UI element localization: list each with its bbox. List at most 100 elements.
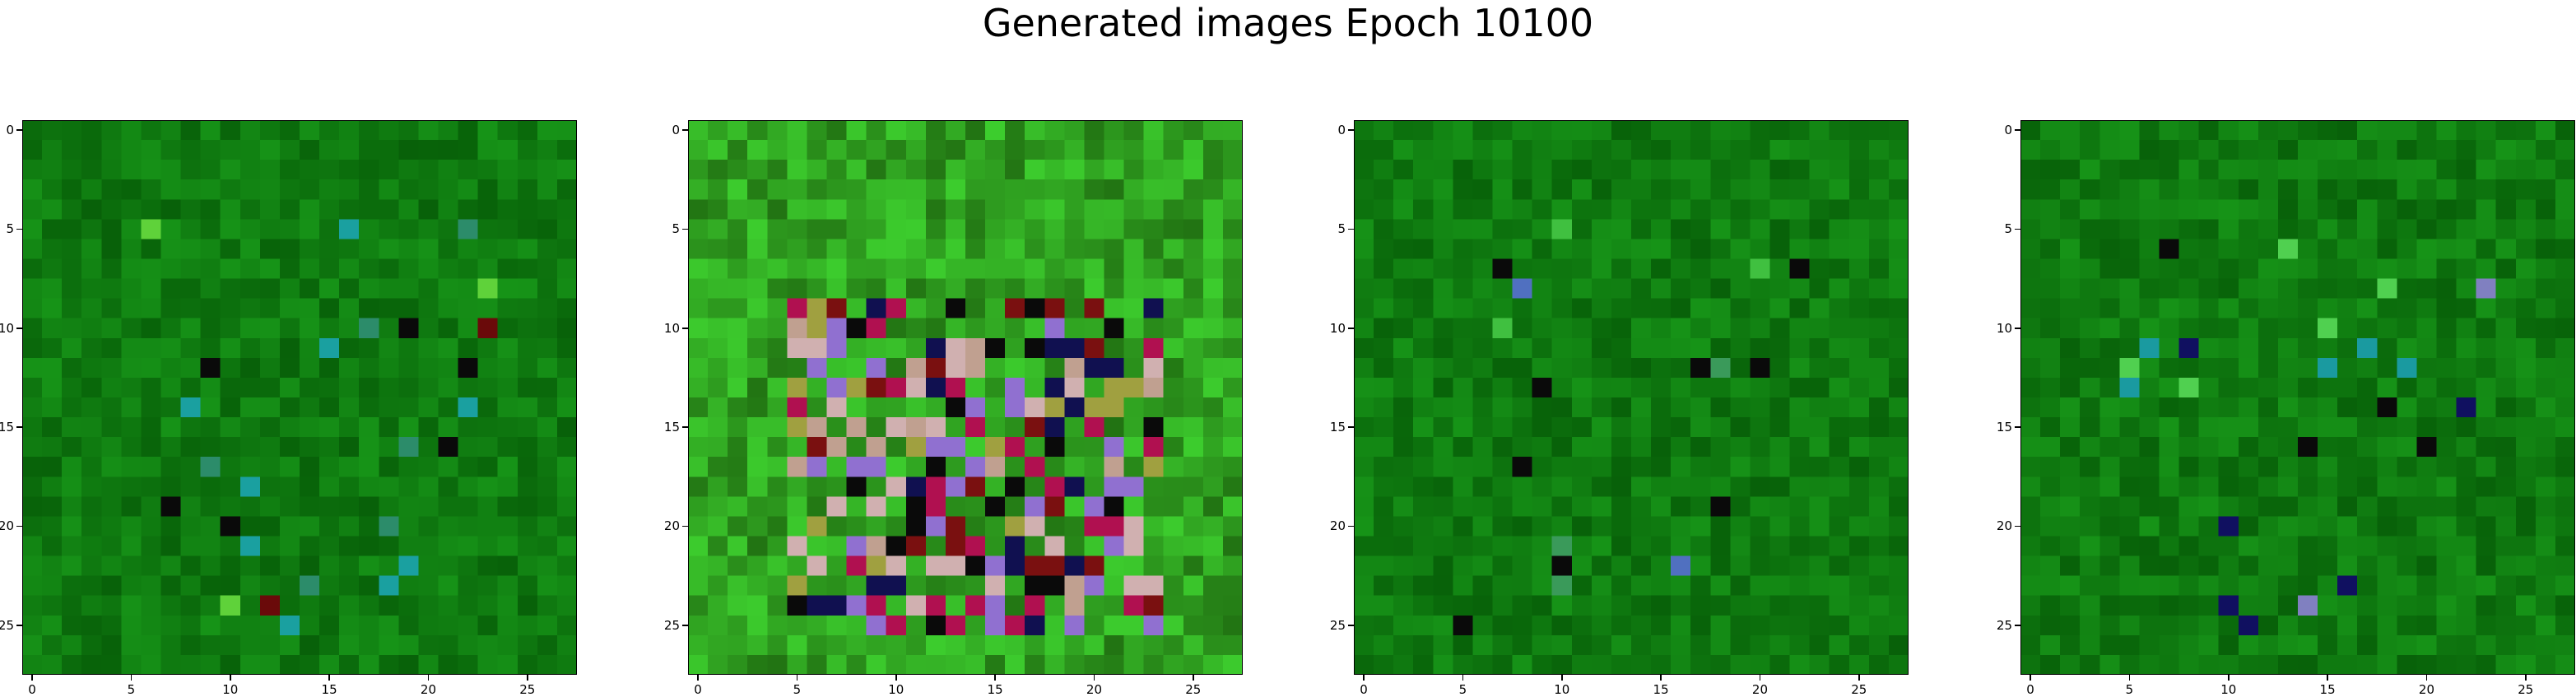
x-tick-label: 15 [2319, 682, 2336, 697]
figure-title: Generated images Epoch 10100 [982, 1, 1594, 45]
y-tick [1348, 525, 1354, 527]
generated-image-4 [2020, 120, 2575, 675]
x-tick-label: 25 [1851, 682, 1867, 697]
x-tick [1363, 675, 1365, 681]
y-tick-label: 10 [1329, 320, 1346, 336]
x-tick-label: 10 [1554, 682, 1570, 697]
y-tick [682, 129, 688, 131]
y-tick-label: 10 [663, 320, 680, 336]
x-tick-label: 0 [1360, 682, 1368, 697]
x-tick-label: 25 [519, 682, 536, 697]
x-tick [1660, 675, 1662, 681]
x-tick-label: 5 [127, 682, 136, 697]
x-tick-label: 20 [2418, 682, 2434, 697]
y-tick [682, 426, 688, 428]
x-tick [2327, 675, 2328, 681]
y-tick-label: 10 [1996, 320, 2012, 336]
y-tick [2015, 426, 2020, 428]
y-tick [682, 625, 688, 626]
x-tick [527, 675, 528, 681]
x-tick-label: 15 [1653, 682, 1669, 697]
y-tick-label: 20 [0, 518, 14, 534]
y-tick [2015, 129, 2020, 131]
x-tick [1858, 675, 1860, 681]
y-tick-label: 15 [0, 420, 14, 435]
y-tick [16, 625, 22, 626]
x-tick-label: 25 [1185, 682, 1202, 697]
y-tick [16, 129, 22, 131]
y-tick [2015, 328, 2020, 329]
x-tick [328, 675, 330, 681]
y-tick-label: 25 [1996, 617, 2012, 633]
x-tick-label: 20 [1751, 682, 1768, 697]
generated-image-2 [688, 120, 1243, 675]
y-tick-label: 25 [0, 617, 14, 633]
y-tick-label: 5 [1337, 221, 1346, 237]
y-tick-label: 15 [1996, 420, 2012, 435]
x-tick-label: 20 [1086, 682, 1102, 697]
x-tick-label: 15 [987, 682, 1003, 697]
y-tick-label: 5 [672, 221, 680, 237]
x-tick [1193, 675, 1194, 681]
y-tick [1348, 228, 1354, 230]
y-tick-label: 25 [663, 617, 680, 633]
x-tick [994, 675, 996, 681]
x-tick [2228, 675, 2230, 681]
y-tick [16, 426, 22, 428]
axes-frame [2020, 120, 2575, 675]
y-tick-label: 20 [1996, 518, 2012, 534]
x-tick [427, 675, 430, 681]
x-tick-label: 5 [793, 682, 802, 697]
x-tick-label: 0 [28, 682, 36, 697]
x-tick [230, 675, 231, 681]
x-tick-label: 25 [2518, 682, 2534, 697]
y-tick-label: 20 [1329, 518, 1346, 534]
y-tick-label: 10 [0, 320, 14, 336]
y-tick [2015, 228, 2020, 230]
x-tick-label: 5 [2125, 682, 2134, 697]
y-tick [2015, 625, 2020, 626]
generated-image-3 [1354, 120, 1909, 675]
y-tick [682, 525, 688, 527]
y-tick [1348, 426, 1354, 428]
x-tick-label: 20 [420, 682, 436, 697]
x-tick [895, 675, 897, 681]
axes-frame [1354, 120, 1909, 675]
x-tick-label: 0 [694, 682, 702, 697]
y-tick [16, 525, 22, 527]
y-tick [1348, 328, 1354, 329]
x-tick [2425, 675, 2428, 681]
axes-frame [688, 120, 1243, 675]
x-tick-label: 10 [2220, 682, 2237, 697]
x-tick [1561, 675, 1563, 681]
x-tick [2128, 675, 2131, 681]
x-tick [697, 675, 699, 681]
y-tick [682, 228, 688, 230]
y-tick-label: 0 [1337, 123, 1346, 138]
y-tick-label: 15 [663, 420, 680, 435]
y-tick [682, 328, 688, 329]
x-tick-label: 0 [2026, 682, 2034, 697]
x-tick-label: 15 [321, 682, 337, 697]
y-tick-label: 25 [1329, 617, 1346, 633]
x-tick [796, 675, 798, 681]
y-tick-label: 5 [2004, 221, 2012, 237]
y-tick-label: 0 [2004, 123, 2012, 138]
y-tick [1348, 625, 1354, 626]
x-tick [31, 675, 33, 681]
y-tick-label: 0 [6, 123, 14, 138]
y-tick [1348, 129, 1354, 131]
x-tick-label: 10 [222, 682, 239, 697]
y-tick-label: 5 [6, 221, 14, 237]
x-tick [2525, 675, 2527, 681]
y-tick [16, 328, 22, 329]
x-tick-label: 10 [888, 682, 904, 697]
x-tick-label: 5 [1458, 682, 1467, 697]
x-tick [1093, 675, 1095, 681]
y-tick [16, 228, 22, 230]
x-tick [1759, 675, 1761, 681]
x-tick [1462, 675, 1464, 681]
x-tick [2030, 675, 2031, 681]
y-tick-label: 20 [663, 518, 680, 534]
y-tick-label: 0 [672, 123, 680, 138]
